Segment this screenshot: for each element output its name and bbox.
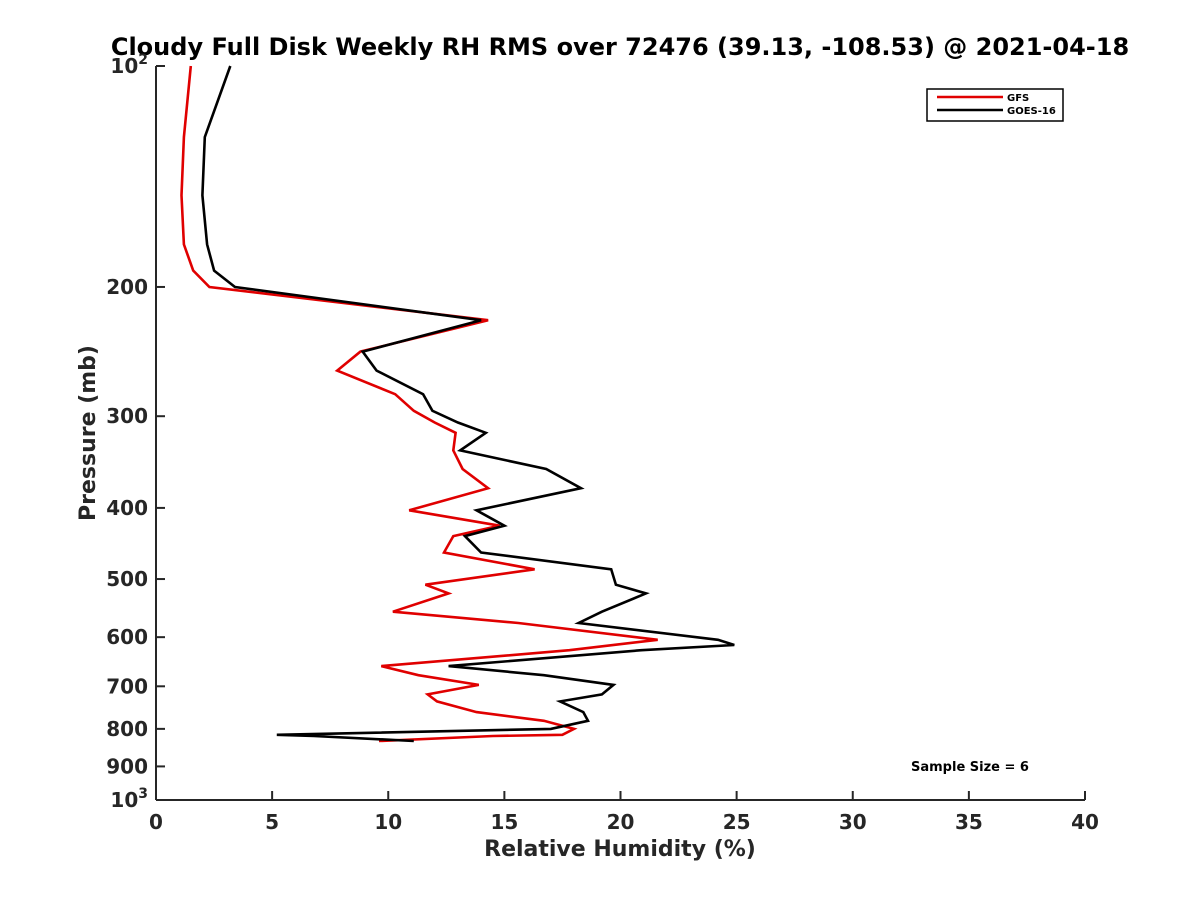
x-axis-label: Relative Humidity (%) [484,837,756,862]
chart-title: Cloudy Full Disk Weekly RH RMS over 7247… [111,33,1129,61]
y-tick-label-base: 10 [110,54,138,78]
y-tick-label-exponent: 2 [138,52,148,68]
x-ticks: 0 5 10 15 20 25 30 35 40 [149,791,1099,834]
legend: GFS GOES-16 [926,88,1064,122]
x-tick-label: 35 [955,810,983,834]
x-tick-label: 30 [839,810,867,834]
legend-label-goes16: GOES-16 [1007,106,1056,117]
y-tick-label: 700 [106,674,148,698]
y-tick-label-base: 10 [110,788,138,812]
series-line-goes16 [201,65,735,743]
x-tick-label: 20 [607,810,635,834]
x-tick-label: 5 [265,810,279,834]
series-layer [180,65,735,743]
y-tick-label: 500 [106,567,148,591]
y-tick-label: 900 [106,754,148,778]
x-tick-label: 25 [723,810,751,834]
legend-label-gfs: GFS [1007,93,1029,104]
x-tick-label: 15 [490,810,518,834]
series-line-gfs [180,65,658,743]
x-tick-label: 10 [374,810,402,834]
sample-size-annotation: Sample Size = 6 [911,760,1029,775]
y-tick-label: 600 [106,625,148,649]
y-tick-label: 800 [106,717,148,741]
legend-box [926,88,1064,122]
y-tick-label: 300 [106,404,148,428]
x-tick-label: 0 [149,810,163,834]
y-tick-label: 400 [106,496,148,520]
y-axis-label: Pressure (mb) [76,345,101,521]
y-tick-label-exponent: 3 [138,786,148,802]
y-tick-label: 103 [110,786,148,812]
y-tick-label: 102 [110,52,148,78]
y-tick-label: 200 [106,275,148,299]
plot-area [156,66,1085,800]
x-tick-label: 40 [1071,810,1099,834]
